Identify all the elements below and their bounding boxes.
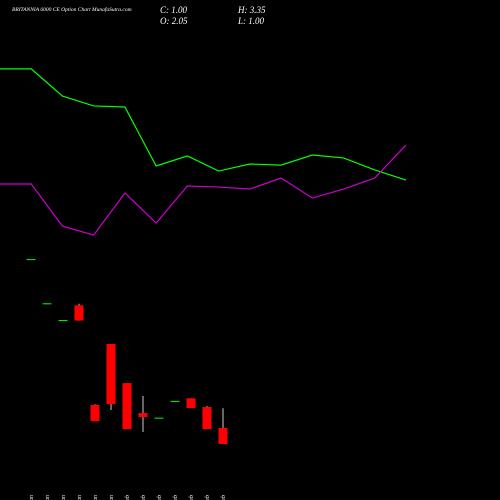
candle-body [74, 305, 84, 321]
indicator-line [0, 144, 407, 236]
candle-body [138, 413, 148, 418]
candle-body [154, 417, 164, 419]
x-tick-label: 23 Jan [61, 495, 67, 500]
candle-body [26, 259, 36, 261]
candle-body [106, 344, 116, 405]
x-tick-label: 01 Feb [125, 495, 131, 500]
chart-title: BRITANNIA 6000 CE Option Chart MunafaSut… [12, 6, 132, 13]
stat-open: O: 2.05 [160, 16, 188, 26]
x-tick-label: 27 Jan [77, 495, 83, 500]
candle-body [42, 303, 52, 305]
stat-low: L: 1.00 [237, 16, 265, 26]
indicator-line [0, 68, 407, 181]
candle-body [170, 400, 180, 402]
x-tick-label: 04 Feb [156, 495, 163, 500]
candle-body [202, 407, 212, 430]
x-tick-label: 02 Feb [141, 495, 147, 500]
candle-body [218, 428, 228, 445]
x-tick-label: 11 Feb [221, 495, 227, 500]
x-tick-label: 06 Feb [173, 495, 179, 500]
x-tick-label: 30 Jan [109, 495, 115, 500]
x-tick-label: 17 Jan [29, 495, 35, 500]
candle-body [58, 320, 68, 322]
candle-body [90, 405, 100, 422]
candle-body [186, 398, 196, 409]
candle-body [122, 383, 132, 430]
x-tick-label: 28 Jan [93, 495, 99, 500]
x-tick-label: 09 Feb [189, 495, 195, 500]
stat-close: C: 1.00 [160, 5, 188, 15]
x-tick-label: 22 Jan [45, 495, 51, 500]
stat-high: H: 3.35 [237, 5, 266, 15]
x-tick-label: 10 Feb [205, 495, 211, 500]
